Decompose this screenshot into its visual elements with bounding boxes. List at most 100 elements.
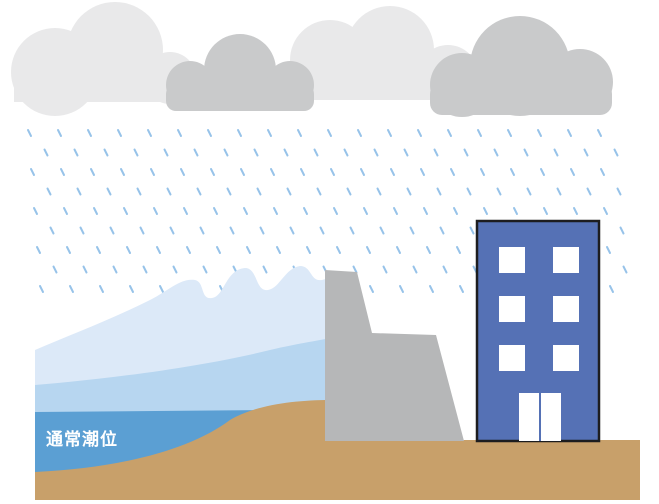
rain-drop bbox=[360, 168, 365, 176]
cloud-center bbox=[166, 34, 314, 111]
rain-drop bbox=[180, 168, 185, 176]
rain-drop bbox=[259, 226, 265, 235]
rain bbox=[27, 129, 628, 293]
rain-drop bbox=[126, 246, 131, 254]
rain-drop bbox=[243, 207, 248, 215]
rain-drop bbox=[253, 148, 259, 157]
rain-drop bbox=[99, 285, 104, 293]
rain-drop bbox=[453, 207, 458, 215]
rain-drop bbox=[177, 129, 182, 137]
rain-drop bbox=[262, 265, 268, 274]
rain-drop bbox=[117, 129, 122, 137]
rain-drop bbox=[60, 168, 65, 176]
rain-drop bbox=[619, 226, 625, 235]
rain-drop bbox=[156, 246, 161, 254]
rain-drop bbox=[327, 129, 332, 137]
rain-drop bbox=[442, 265, 448, 274]
rain-drop bbox=[366, 246, 371, 254]
rain-drop bbox=[570, 168, 575, 176]
rain-drop bbox=[289, 226, 295, 235]
rain-drop bbox=[540, 168, 545, 176]
rain-drop bbox=[153, 207, 158, 215]
rain-drop bbox=[49, 226, 55, 235]
rain-drop bbox=[69, 285, 74, 293]
rain-drop bbox=[103, 148, 109, 157]
rain-drop bbox=[169, 226, 175, 235]
rain-drop bbox=[609, 285, 614, 293]
rain-drop bbox=[469, 226, 475, 235]
rain-drop bbox=[346, 187, 352, 196]
rain-drop bbox=[459, 285, 464, 293]
rain-drop bbox=[352, 265, 358, 274]
rain-drop bbox=[622, 265, 628, 274]
rain-drop bbox=[357, 129, 362, 137]
rain-drop bbox=[369, 285, 374, 293]
normal-tide-label: 通常潮位 bbox=[46, 430, 118, 450]
rain-drop bbox=[270, 168, 275, 176]
rain-drop bbox=[373, 148, 379, 157]
rain-drop bbox=[429, 285, 434, 293]
rain-drop bbox=[409, 226, 415, 235]
rain-drop bbox=[210, 168, 215, 176]
building-windows bbox=[499, 247, 579, 371]
rain-drop bbox=[477, 129, 482, 137]
rain-drop bbox=[480, 168, 485, 176]
rain-drop bbox=[303, 207, 308, 215]
rain-drop bbox=[412, 265, 418, 274]
rain-drop bbox=[583, 148, 589, 157]
rain-drop bbox=[256, 187, 262, 196]
rain-drop bbox=[379, 226, 385, 235]
rain-drop bbox=[90, 168, 95, 176]
rain-drop bbox=[450, 168, 455, 176]
rain-drop bbox=[463, 148, 469, 157]
ground bbox=[35, 400, 640, 500]
rain-drop bbox=[276, 246, 281, 254]
rain-drop bbox=[349, 226, 355, 235]
rain-drop bbox=[316, 187, 322, 196]
rain-drop bbox=[193, 148, 199, 157]
rain-drop bbox=[436, 187, 442, 196]
rain-drop bbox=[237, 129, 242, 137]
rain-drop bbox=[96, 246, 101, 254]
rain-drop bbox=[496, 187, 502, 196]
rain-drop bbox=[510, 168, 515, 176]
rain-drop bbox=[433, 148, 439, 157]
rain-drop bbox=[447, 129, 452, 137]
rain-drop bbox=[216, 246, 221, 254]
rain-drop bbox=[336, 246, 341, 254]
rain-drop bbox=[382, 265, 388, 274]
rain-drop bbox=[297, 129, 302, 137]
rain-drop bbox=[313, 148, 319, 157]
rain-drop bbox=[166, 187, 172, 196]
rain-drop bbox=[202, 265, 208, 274]
rain-drop bbox=[343, 148, 349, 157]
rain-drop bbox=[183, 207, 188, 215]
rain-drop bbox=[73, 148, 79, 157]
rain-drop bbox=[286, 187, 292, 196]
rain-drop bbox=[186, 246, 191, 254]
rain-drop bbox=[423, 207, 428, 215]
rain-drop bbox=[586, 187, 592, 196]
rain-drop bbox=[43, 148, 49, 157]
rain-drop bbox=[399, 285, 404, 293]
rain-drop bbox=[556, 187, 562, 196]
rain-drop bbox=[147, 129, 152, 137]
rain-drop bbox=[553, 148, 559, 157]
rain-drop bbox=[507, 129, 512, 137]
rain-drop bbox=[123, 207, 128, 215]
rain-drop bbox=[120, 168, 125, 176]
rain-drop bbox=[426, 246, 431, 254]
rain-drop bbox=[597, 129, 602, 137]
rain-drop bbox=[109, 226, 115, 235]
rain-drop bbox=[226, 187, 232, 196]
rain-drop bbox=[172, 265, 178, 274]
rain-drop bbox=[33, 207, 38, 215]
rain-drop bbox=[213, 207, 218, 215]
rain-drop bbox=[306, 246, 311, 254]
rain-drop bbox=[283, 148, 289, 157]
rain-drop bbox=[240, 168, 245, 176]
rain-drop bbox=[567, 129, 572, 137]
rain-drop bbox=[46, 187, 52, 196]
rain-drop bbox=[603, 207, 608, 215]
